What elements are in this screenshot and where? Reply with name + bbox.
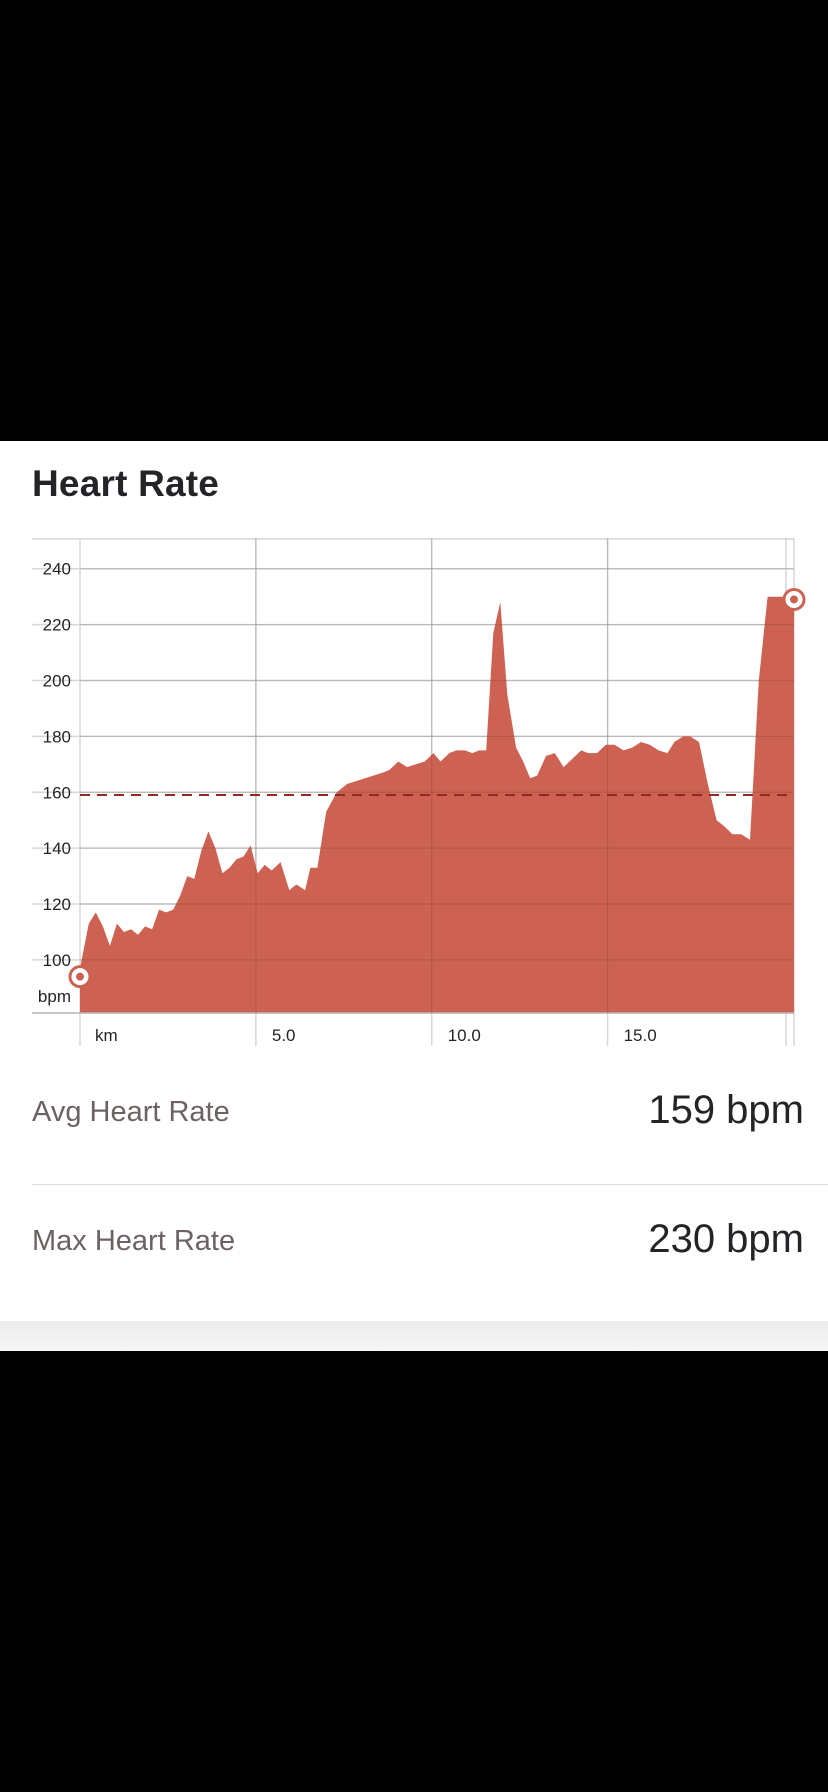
area-layer	[32, 538, 794, 1014]
max-heart-rate-row: Max Heart Rate 230 bpm	[32, 1185, 828, 1313]
avg-heart-rate-value: 159 bpm	[648, 1088, 804, 1132]
marker-dot-end	[790, 595, 798, 604]
y-tick-label: 100	[43, 951, 71, 970]
markers	[68, 587, 806, 989]
x-tick-label: 10.0	[448, 1026, 481, 1045]
y-axis-label: bpm	[38, 987, 71, 1006]
stat-divider	[32, 1184, 828, 1185]
heart-rate-chart: 100 120 140 160 180 200 220 240 bpm km 5.0 10.0 15.0	[32, 538, 806, 1046]
y-tick-label: 240	[43, 560, 71, 579]
x-axis-label: km	[95, 1026, 118, 1045]
heart-rate-area	[80, 596, 794, 1013]
tick-labels: 100 120 140 160 180 200 220 240 bpm km 5.0 10.0 15.0	[38, 560, 657, 1045]
heart-rate-card: Heart Rate 100 120 140 160 180 200 220 240 bpm km…	[0, 441, 828, 1321]
max-heart-rate-value: 230 bpm	[648, 1217, 804, 1261]
y-tick-label: 180	[43, 727, 71, 746]
y-tick-label: 220	[43, 616, 71, 635]
card-title: Heart Rate	[32, 463, 220, 504]
y-tick-label: 200	[43, 672, 71, 691]
max-heart-rate-label: Max Heart Rate	[32, 1225, 236, 1257]
x-tick-label: 15.0	[624, 1026, 657, 1045]
avg-heart-rate-row: Avg Heart Rate 159 bpm	[32, 1056, 828, 1184]
avg-heart-rate-label: Avg Heart Rate	[32, 1096, 230, 1128]
x-tick-label: 5.0	[272, 1026, 296, 1045]
card-shadow	[0, 1321, 828, 1351]
y-tick-label: 140	[43, 839, 71, 858]
y-tick-label: 120	[43, 895, 71, 914]
y-tick-label: 160	[43, 783, 71, 802]
marker-dot-start	[76, 972, 84, 981]
